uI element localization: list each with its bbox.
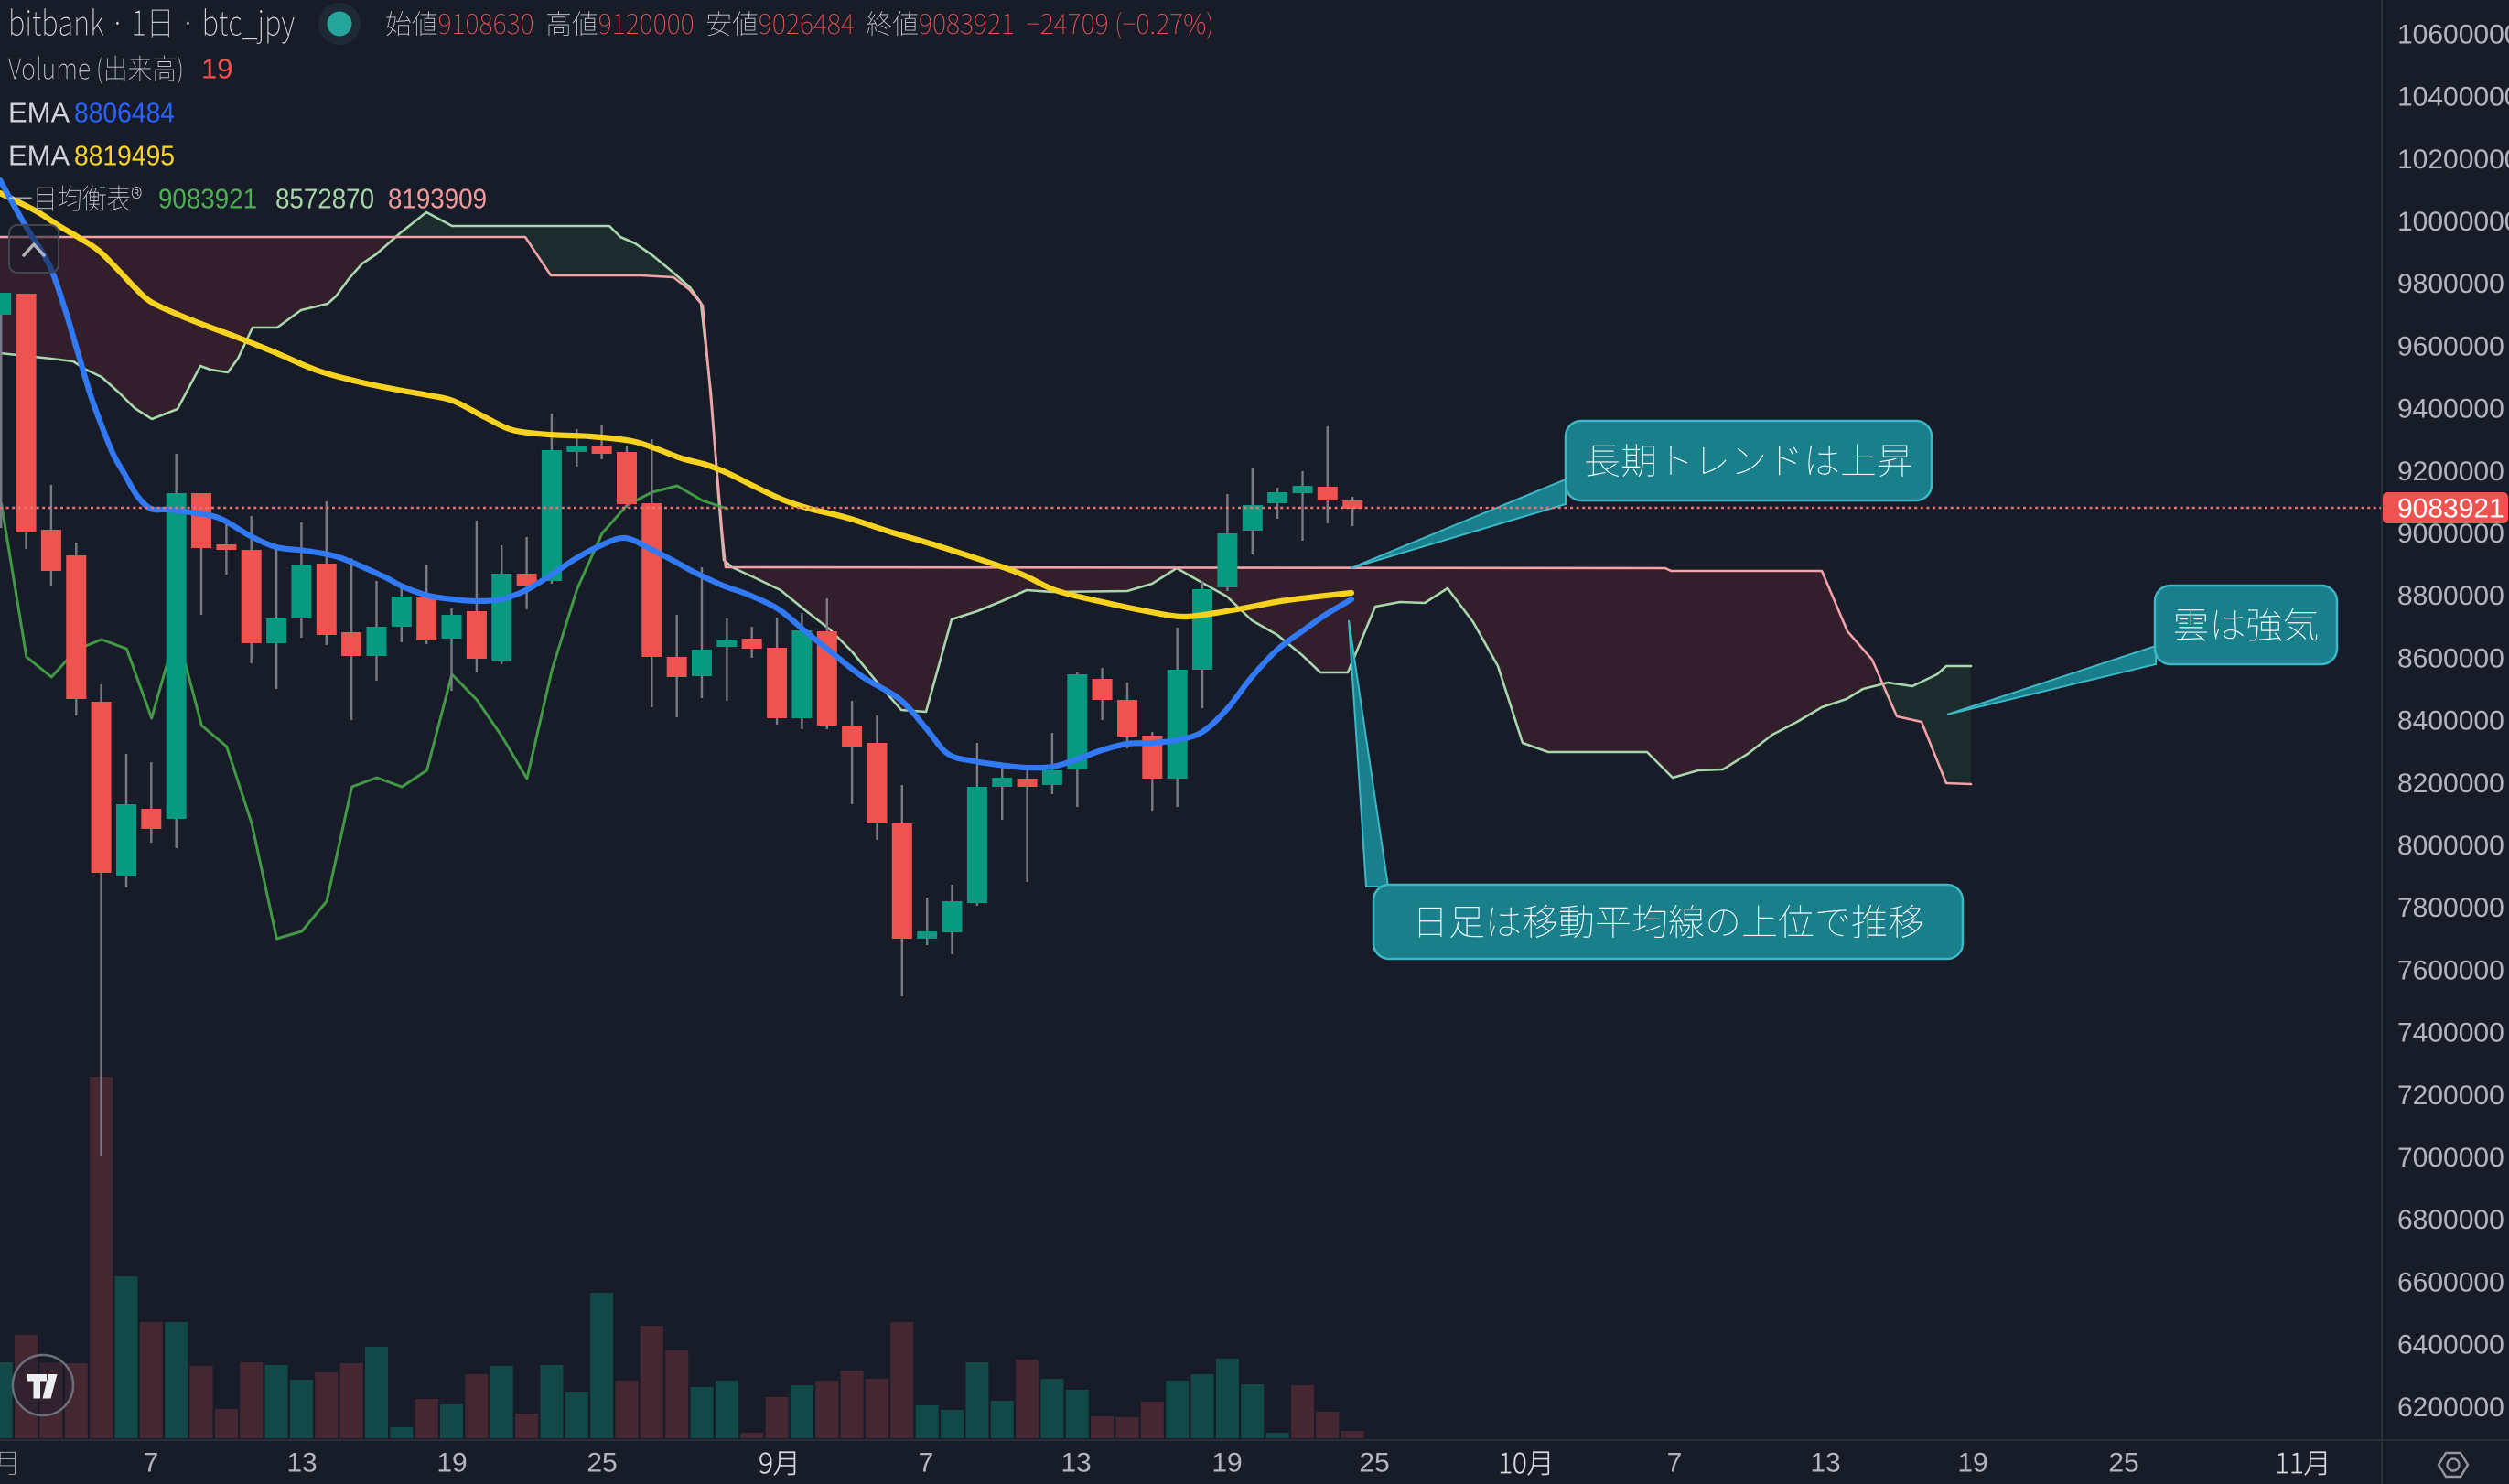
svg-text:9600000: 9600000	[2397, 331, 2504, 361]
svg-text:7200000: 7200000	[2397, 1081, 2504, 1111]
svg-text:7000000: 7000000	[2397, 1143, 2504, 1173]
svg-text:8572870: 8572870	[275, 183, 374, 215]
svg-text:8193909: 8193909	[388, 183, 487, 215]
svg-text:9083921: 9083921	[158, 183, 257, 215]
svg-text:9000000: 9000000	[2397, 519, 2504, 549]
svg-text:25: 25	[1359, 1448, 1389, 1479]
svg-text:10200000: 10200000	[2397, 145, 2509, 175]
svg-text:10000000: 10000000	[2397, 207, 2509, 237]
svg-text:7: 7	[919, 1448, 934, 1479]
svg-text:10400000: 10400000	[2397, 82, 2509, 113]
svg-text:19: 19	[1211, 1448, 1242, 1479]
svg-text:9400000: 9400000	[2397, 394, 2504, 425]
svg-text:8000000: 8000000	[2397, 831, 2504, 861]
svg-text:6800000: 6800000	[2397, 1205, 2504, 1235]
svg-text:25: 25	[2108, 1448, 2138, 1479]
svg-text:25: 25	[587, 1448, 617, 1479]
svg-text:7: 7	[144, 1448, 159, 1479]
svg-text:EMA: EMA	[8, 97, 70, 129]
svg-text:7: 7	[1667, 1448, 1683, 1479]
svg-text:8800000: 8800000	[2397, 581, 2504, 611]
svg-text:6600000: 6600000	[2397, 1267, 2504, 1297]
svg-text:13: 13	[1061, 1448, 1091, 1479]
svg-text:8600000: 8600000	[2397, 643, 2504, 673]
svg-text:7600000: 7600000	[2397, 955, 2504, 985]
svg-text:EMA: EMA	[8, 140, 70, 172]
svg-text:13: 13	[1810, 1448, 1840, 1479]
svg-text:8400000: 8400000	[2397, 706, 2504, 737]
svg-text:8806484: 8806484	[74, 97, 175, 129]
svg-text:6400000: 6400000	[2397, 1330, 2504, 1360]
svg-text:19: 19	[1957, 1448, 1987, 1479]
svg-text:9200000: 9200000	[2397, 457, 2504, 487]
svg-text:6200000: 6200000	[2397, 1393, 2504, 1423]
svg-text:19: 19	[201, 53, 232, 85]
svg-text:9800000: 9800000	[2397, 269, 2504, 299]
svg-text:7800000: 7800000	[2397, 893, 2504, 923]
svg-text:8819495: 8819495	[74, 140, 175, 172]
svg-text:19: 19	[436, 1448, 467, 1479]
svg-text:8200000: 8200000	[2397, 769, 2504, 799]
svg-text:7400000: 7400000	[2397, 1018, 2504, 1048]
svg-text:10600000: 10600000	[2397, 19, 2509, 49]
svg-text:9083921: 9083921	[2397, 494, 2504, 524]
svg-text:13: 13	[286, 1448, 317, 1479]
